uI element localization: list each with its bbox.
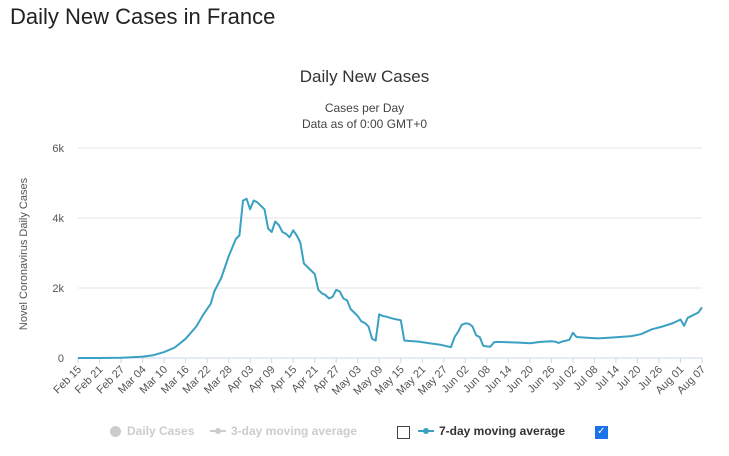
y-tick-label: 0 [58,353,64,365]
legend-dot-icon [110,425,121,437]
legend-label: Daily Cases [127,424,195,438]
series-line-7day-average [78,197,703,359]
legend-line-icon [418,428,434,434]
3day-average-checkbox[interactable] [397,426,410,439]
chart-subtitle: Cases per Day [324,101,405,115]
7day-average-checkbox[interactable] [595,426,608,439]
legend-daily-cases[interactable]: Daily Cases [110,421,194,441]
chart-data-timestamp: Data as of 0:00 GMT+0 [301,117,428,131]
legend-7day-average[interactable]: 7-day moving average [418,421,565,441]
chart-title: Daily New Cases [299,67,430,86]
legend-line-icon [210,428,226,434]
y-tick-label: 4k [52,213,64,225]
legend-3day-average[interactable]: 3-day moving average [210,421,357,441]
legend-label: 7-day moving average [439,424,566,438]
legend-label: 3-day moving average [231,424,358,438]
y-tick-label: 2k [52,283,64,295]
page-heading: Daily New Cases in France [10,4,276,29]
y-tick-label: 6k [52,143,64,155]
